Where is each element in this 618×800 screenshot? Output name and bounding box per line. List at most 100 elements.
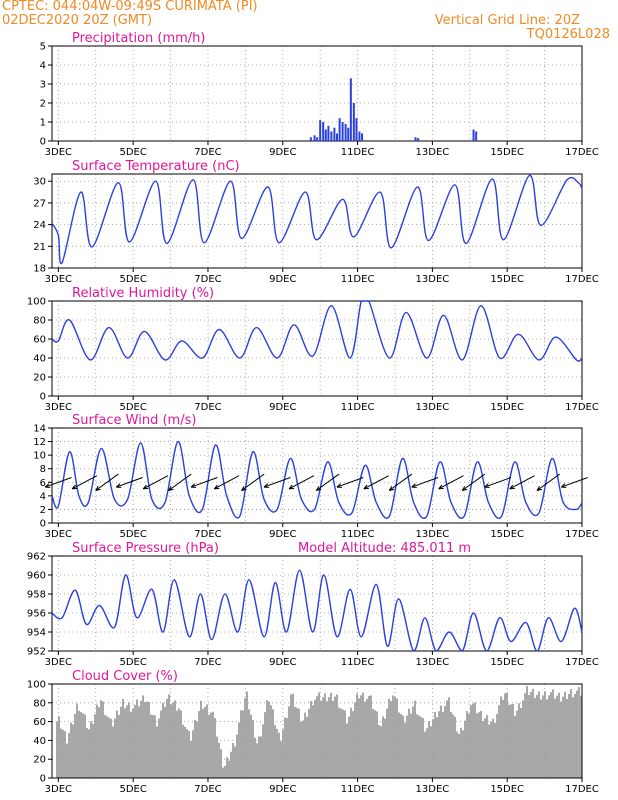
cloud-bar bbox=[374, 710, 376, 778]
cloud-bar bbox=[520, 708, 522, 778]
cloud-bar bbox=[550, 692, 552, 778]
cloud-bar bbox=[460, 727, 462, 778]
cloud-bar bbox=[564, 691, 566, 778]
cloud-bar bbox=[440, 705, 442, 778]
cloud-bar bbox=[112, 726, 114, 778]
cloud-bar bbox=[508, 704, 510, 778]
cloud-bar bbox=[402, 715, 404, 778]
cloud-bar bbox=[556, 695, 558, 778]
wind-arrow-head bbox=[44, 483, 50, 488]
cloud-bar bbox=[56, 721, 58, 778]
y-tick-label: 5 bbox=[40, 42, 46, 53]
cloud-bar bbox=[412, 706, 414, 778]
cloud-bar bbox=[220, 749, 222, 778]
x-tick-label: 13DEC bbox=[416, 147, 450, 158]
cloud-bar bbox=[180, 710, 182, 778]
cloud-bar bbox=[360, 695, 362, 778]
cloud-bar bbox=[294, 706, 296, 778]
y-tick-label: 2 bbox=[40, 505, 46, 516]
y-tick-label: 80 bbox=[33, 316, 46, 327]
pressure-title: Surface Pressure (hPa) bbox=[72, 541, 219, 556]
cloud-bar bbox=[266, 700, 268, 778]
cloud-bar bbox=[310, 700, 312, 778]
cloud-bar bbox=[468, 713, 470, 778]
wind-arrow bbox=[71, 475, 98, 490]
wind-arrow bbox=[143, 475, 169, 490]
wind-arrow-head bbox=[213, 484, 218, 490]
y-tick-label: 10 bbox=[33, 451, 46, 462]
cloud-bar bbox=[212, 711, 214, 778]
cloud-bar bbox=[512, 703, 514, 778]
wind-arrow-head bbox=[336, 483, 341, 488]
cloud-bar bbox=[268, 701, 270, 778]
wind-arrow-head bbox=[142, 484, 147, 490]
rh-frame bbox=[51, 300, 583, 397]
cloud-bar bbox=[542, 695, 544, 778]
temp-panel: 18 21 24 27 30 3DEC 5DEC 7DEC 9DEC 11DEC 13DEC 15DE… bbox=[33, 159, 599, 285]
cloud-bar bbox=[446, 700, 448, 778]
cloud-bar bbox=[458, 733, 460, 778]
cloud-bar bbox=[318, 692, 320, 778]
wind-title: Surface Wind (m/s) bbox=[72, 413, 196, 428]
wind-arrow bbox=[45, 477, 72, 488]
x-tick-label: 5DEC bbox=[119, 402, 146, 413]
x-tick-label: 5DEC bbox=[119, 784, 146, 795]
wind-arrow-head bbox=[388, 485, 393, 491]
cloud-bar bbox=[88, 729, 90, 778]
wind-arrow-head bbox=[484, 483, 489, 488]
cloud-bar bbox=[408, 708, 410, 778]
cloud-bar bbox=[444, 706, 446, 778]
y-tick-label: 4 bbox=[40, 61, 46, 72]
cloud-bar bbox=[548, 695, 550, 778]
x-tick-label: 5DEC bbox=[119, 529, 146, 540]
cloud-bar bbox=[222, 767, 224, 778]
pressure-series-line bbox=[51, 569, 583, 652]
cloud-bar bbox=[86, 728, 88, 778]
x-tick-label: 7DEC bbox=[194, 402, 221, 413]
precip-bar bbox=[347, 127, 350, 141]
cloud-bar bbox=[184, 726, 186, 778]
cloud-bar bbox=[450, 711, 452, 778]
x-tick-label: 3DEC bbox=[45, 784, 72, 795]
y-tick-label: 0 bbox=[40, 774, 46, 785]
cloud-bar bbox=[336, 694, 338, 778]
cloud-bar bbox=[102, 701, 104, 778]
cloud-bar bbox=[78, 710, 80, 778]
wind-arrow-head bbox=[438, 484, 443, 490]
wind-arrow-head bbox=[71, 484, 76, 490]
cloud-bar bbox=[136, 699, 138, 778]
cloud-bar bbox=[66, 743, 68, 778]
cloud-bar bbox=[506, 692, 508, 778]
wind-arrow-head bbox=[561, 483, 566, 488]
cloud-bar bbox=[150, 714, 152, 778]
x-tick-label: 11DEC bbox=[341, 402, 375, 413]
cloud-bar bbox=[380, 726, 382, 778]
precip-bar bbox=[316, 137, 319, 141]
model-code: TQ0126L028 bbox=[526, 27, 610, 42]
pressure-subtitle: Model Altitude: 485.011 m bbox=[298, 541, 471, 556]
cloud-bar bbox=[384, 718, 386, 778]
cloud-bar bbox=[148, 701, 150, 778]
wind-arrow-head bbox=[168, 485, 172, 491]
cloud-bar bbox=[376, 711, 378, 778]
cloud-bar bbox=[426, 728, 428, 778]
cloud-bar bbox=[516, 710, 518, 778]
cloud-bar bbox=[308, 708, 310, 778]
cloud-bar bbox=[300, 721, 302, 778]
wind-arrow bbox=[388, 473, 413, 491]
precip-bar bbox=[322, 122, 325, 141]
cloud-bar bbox=[466, 711, 468, 778]
cloud-bar bbox=[200, 700, 202, 778]
cloud-bar bbox=[276, 728, 278, 778]
wind-arrow-head bbox=[241, 488, 247, 492]
x-tick-label: 13DEC bbox=[416, 274, 450, 285]
y-tick-label: 956 bbox=[27, 609, 46, 620]
cloud-bar bbox=[290, 694, 292, 778]
cloud-bar bbox=[256, 743, 258, 778]
cloud-bar bbox=[214, 718, 216, 778]
cloud-bar bbox=[118, 714, 120, 778]
x-tick-label: 11DEC bbox=[341, 274, 375, 285]
x-tick-label: 9DEC bbox=[269, 274, 296, 285]
x-tick-label: 7DEC bbox=[194, 274, 221, 285]
x-tick-label: 7DEC bbox=[194, 147, 221, 158]
